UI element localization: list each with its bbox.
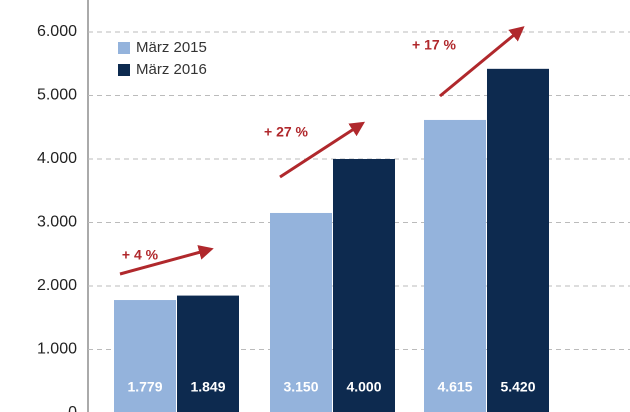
y-tick-label: 4.000	[37, 150, 77, 167]
value-label: 4.615	[437, 379, 472, 395]
bar	[177, 295, 239, 412]
bar	[270, 212, 332, 412]
legend-label: März 2015	[136, 39, 207, 56]
annotation: + 27 %	[264, 124, 309, 140]
value-label: 1.779	[127, 379, 162, 395]
value-label: 1.849	[190, 379, 225, 395]
growth-arrow	[119, 245, 214, 276]
value-label: 4.000	[346, 379, 381, 395]
y-tick-label: 1.000	[37, 341, 77, 358]
y-tick-label: 0	[68, 404, 77, 412]
bar	[424, 119, 486, 412]
legend-label: März 2016	[136, 61, 207, 78]
annotation: + 4 %	[122, 247, 159, 263]
y-tick-label: 6.000	[37, 23, 77, 40]
y-tick-label: 2.000	[37, 277, 77, 294]
bar	[114, 300, 176, 412]
legend-swatch	[118, 64, 130, 76]
growth-arrow	[279, 121, 366, 179]
annotation: + 17 %	[412, 37, 457, 53]
legend-swatch	[118, 42, 130, 54]
y-tick-label: 5.000	[37, 87, 77, 104]
bar	[333, 159, 395, 412]
y-tick-label: 3.000	[37, 214, 77, 231]
growth-arrow	[439, 26, 525, 98]
value-label: 3.150	[283, 379, 318, 395]
bar	[487, 68, 549, 412]
value-label: 5.420	[500, 379, 535, 395]
